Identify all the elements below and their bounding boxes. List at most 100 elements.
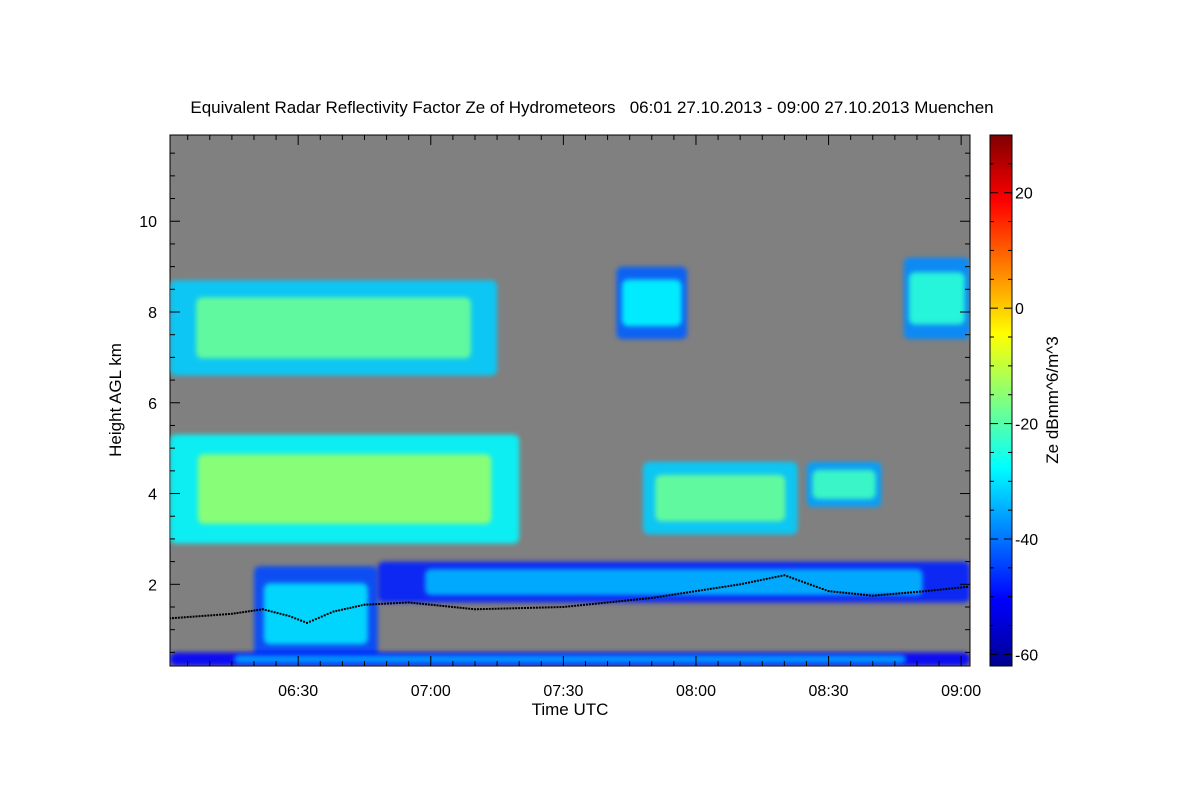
- cloud-base-point: [450, 605, 453, 608]
- cloud-base-point: [854, 592, 857, 595]
- cloud-base-point: [656, 596, 659, 599]
- cloud-base-point: [724, 585, 727, 588]
- cloud-base-point: [609, 601, 612, 604]
- cloud-base-point: [748, 581, 751, 584]
- cloud-base-point: [311, 619, 314, 622]
- cloud-base-point: [459, 606, 462, 609]
- cloud-base-point: [712, 587, 715, 590]
- cloud-base-point: [300, 619, 303, 622]
- cloud-base-point: [798, 579, 801, 582]
- cloud-base-point: [550, 606, 553, 609]
- cloud-base-point: [859, 593, 862, 596]
- cloud-base-point: [753, 580, 756, 583]
- cloud-base-point: [372, 603, 375, 606]
- cloud-base-point: [588, 603, 591, 606]
- cloud-base-point: [621, 599, 624, 602]
- cloud-base-point: [512, 607, 515, 610]
- cloud-base-point: [216, 613, 219, 616]
- cloud-base-point: [335, 609, 338, 612]
- cloud-base-point: [792, 577, 795, 580]
- cloud-base-point: [777, 575, 780, 578]
- x-axis: 06:30 07:00 07:30 08:00 08:30 09:00: [187, 135, 981, 700]
- cloud-base-point: [683, 591, 686, 594]
- cloud-base-point: [491, 607, 494, 610]
- cloud-base-point: [247, 610, 250, 613]
- cloud-base-point: [465, 607, 468, 610]
- cloud-base-point: [186, 616, 189, 619]
- cloud-base-point: [603, 601, 606, 604]
- cloud-base-point: [647, 597, 650, 600]
- cloud-base-point: [966, 585, 969, 588]
- cloud-base-point: [500, 607, 503, 610]
- cloud-base-point: [703, 588, 706, 591]
- cloud-base-point: [236, 611, 239, 614]
- cloud-base-point: [375, 603, 378, 606]
- cloud-base-point: [264, 609, 267, 612]
- cloud-base-point: [742, 582, 745, 585]
- cloud-base-point: [369, 603, 372, 606]
- cloud-base-point: [404, 601, 407, 604]
- cloud-base-point: [357, 604, 360, 607]
- cloud-base-point: [668, 594, 671, 597]
- cloud-base-point: [759, 579, 762, 582]
- cloud-base-point: [659, 595, 662, 598]
- cloud-base-point: [689, 591, 692, 594]
- cloud-base-point: [343, 608, 346, 611]
- cloud-base-point: [521, 607, 524, 610]
- cloud-base-point: [314, 618, 317, 621]
- cloud-base-point: [384, 602, 387, 605]
- cloud-base-point: [821, 587, 824, 590]
- cloud-base-point: [750, 580, 753, 583]
- cloud-base-point: [924, 590, 927, 593]
- cloud-base-point: [830, 590, 833, 593]
- x-tick-label: 06:30: [278, 683, 318, 700]
- cloud-base-point: [957, 586, 960, 589]
- cloud-base-point: [485, 607, 488, 610]
- cloud-base-point: [527, 606, 530, 609]
- cloud-region-mid-cloud-2: [642, 461, 798, 535]
- cloud-base-point: [650, 596, 653, 599]
- cloud-base-point: [883, 593, 886, 596]
- cloud-base-point: [559, 606, 562, 609]
- cloud-base-point: [680, 592, 683, 595]
- cloud-base-point: [801, 580, 804, 583]
- cloud-base-point: [951, 587, 954, 590]
- cloud-base-point: [615, 600, 618, 603]
- cloud-base-point: [736, 583, 739, 586]
- cloud-base-point: [261, 608, 264, 611]
- cloud-base-point: [930, 589, 933, 592]
- cloud-base-point: [242, 611, 245, 614]
- cloud-base-point: [700, 589, 703, 592]
- cloud-base-point: [571, 605, 574, 608]
- cloud-base-point: [294, 617, 297, 620]
- cloud-base-point: [839, 591, 842, 594]
- cloud-base-point: [565, 605, 568, 608]
- cloud-base-point: [960, 586, 963, 589]
- cloud-base-point: [954, 587, 957, 590]
- cloud-base-point: [910, 591, 913, 594]
- cloud-base-point: [756, 579, 759, 582]
- cloud-base-point: [419, 602, 422, 605]
- cloud-base-point: [836, 591, 839, 594]
- cloud-base-point: [244, 610, 247, 613]
- cloud-base-point: [346, 607, 349, 610]
- cloud-base-point: [210, 614, 213, 617]
- cloud-base-point: [192, 615, 195, 618]
- cloud-base-point: [745, 582, 748, 585]
- cloud-base-point: [945, 587, 948, 590]
- cloud-base-point: [871, 594, 874, 597]
- cloud-base-point: [207, 614, 210, 617]
- cloud-base-point: [948, 587, 951, 590]
- cloud-base-point: [282, 613, 285, 616]
- cloud-base-point: [270, 610, 273, 613]
- cloud-base-point: [259, 608, 262, 611]
- cloud-base-point: [715, 586, 718, 589]
- cloud-base-point: [786, 575, 789, 578]
- cloud-base-point: [803, 581, 806, 584]
- cloud-region-upper-cloud-2: [616, 266, 688, 340]
- cloud-base-point: [239, 611, 242, 614]
- colorbar-axis: -60 -40 -20 0 20: [990, 134, 1038, 664]
- y-tick-label: 6: [148, 396, 157, 413]
